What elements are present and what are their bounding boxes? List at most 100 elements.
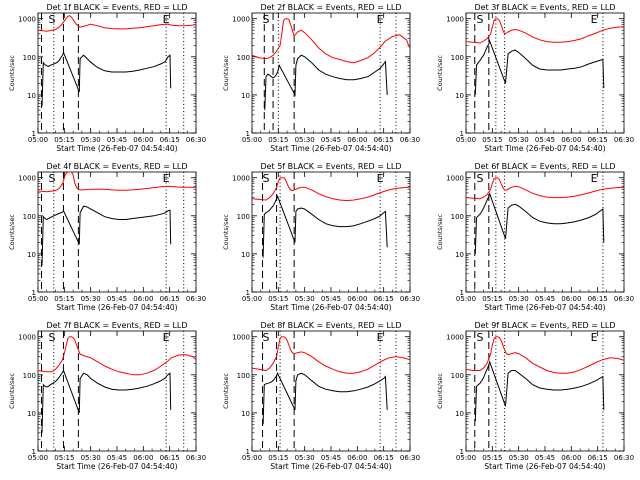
panel-title: Det 8f BLACK = Events, RED = LLD (260, 321, 401, 330)
x-tick-label: 05:00 (242, 136, 262, 144)
y-tick-label: 10 (455, 92, 464, 100)
y-tick-label: 1 (32, 289, 36, 297)
x-tick-label: 05:00 (456, 454, 476, 462)
x-tick-label: 06:30 (614, 136, 634, 144)
y-tick-label: 10 (455, 410, 464, 418)
marker-start-label: S (263, 13, 270, 26)
x-tick-label: 05:45 (107, 136, 127, 144)
panel-4: Det 4f BLACK = Events, RED = LLD 1 10 100 10… (8, 162, 206, 312)
y-tick-label: 10 (27, 410, 36, 418)
marker-end-label: E (591, 172, 598, 185)
x-axis-label: Start Time (26-Feb-07 04:54:40) (56, 303, 177, 312)
y-tick-label: 1 (246, 448, 250, 456)
x-tick-label: 06:30 (400, 295, 420, 303)
panel-5: Det 5f BLACK = Events, RED = LLD 1 10 100 10… (222, 162, 420, 312)
x-tick-label: 05:45 (535, 454, 555, 462)
marker-end-label: E (163, 172, 170, 185)
x-tick-label: 05:45 (321, 136, 341, 144)
x-tick-label: 05:45 (107, 454, 127, 462)
series-group (466, 336, 624, 422)
x-tick-label: 06:00 (561, 136, 581, 144)
marker-end-label: E (163, 331, 170, 344)
series-line-events (41, 369, 172, 433)
x-tick-label: 05:45 (321, 295, 341, 303)
x-tick-label: 05:00 (242, 295, 262, 303)
y-tick-label: 100 (237, 54, 250, 62)
marker-start-label: S (263, 172, 270, 185)
y-axis-label: Counts/sec (8, 214, 16, 250)
y-axis-label: Counts/sec (222, 55, 230, 91)
x-tick-label: 06:00 (347, 295, 367, 303)
x-axis-label: Start Time (26-Feb-07 04:54:40) (270, 144, 391, 153)
x-tick-label: 05:00 (28, 136, 48, 144)
y-tick-label: 1 (32, 130, 36, 138)
x-tick-label: 06:00 (133, 295, 153, 303)
y-tick-label: 100 (23, 54, 36, 62)
y-axis-label: Counts/sec (8, 373, 16, 409)
y-tick-label: 100 (237, 372, 250, 380)
series-line-lld (466, 336, 624, 374)
y-axis-label: Counts/sec (436, 55, 444, 91)
y-tick-label: 1 (246, 289, 250, 297)
series-line-lld (252, 177, 410, 202)
marker-end-label: E (377, 172, 384, 185)
x-axis-label: Start Time (26-Feb-07 04:54:40) (56, 462, 177, 471)
x-axis-label: Start Time (26-Feb-07 04:54:40) (484, 303, 605, 312)
marker-start-label: S (477, 172, 484, 185)
marker-end-label: E (377, 13, 384, 26)
plot-frame (465, 330, 625, 452)
x-tick-label: 05:00 (242, 454, 262, 462)
panel-2: Det 2f BLACK = Events, RED = LLD 1 10 100 10… (222, 3, 420, 153)
marker-start-label: S (477, 331, 484, 344)
series-line-events (474, 39, 605, 95)
x-tick-label: 06:00 (133, 136, 153, 144)
panel-8: Det 8f BLACK = Events, RED = LLD 1 10 100 10… (222, 321, 420, 471)
marker-start-label: S (49, 13, 56, 26)
y-tick-label: 100 (451, 54, 464, 62)
series-line-lld (252, 336, 410, 374)
series-group (38, 336, 196, 433)
x-tick-label: 06:30 (186, 136, 206, 144)
x-tick-label: 05:15 (482, 454, 502, 462)
y-tick-label: 1 (460, 289, 464, 297)
y-tick-label: 1000 (18, 175, 36, 183)
series-line-events (41, 205, 172, 266)
y-tick-label: 1000 (446, 334, 464, 342)
x-tick-label: 06:30 (400, 136, 420, 144)
series-group (252, 336, 410, 425)
y-tick-label: 100 (451, 372, 464, 380)
x-tick-label: 05:00 (28, 454, 48, 462)
y-tick-label: 1000 (446, 175, 464, 183)
y-tick-label: 1 (460, 448, 464, 456)
plot-frame (37, 12, 197, 134)
series-line-lld (466, 18, 624, 44)
marker-start-label: S (263, 331, 270, 344)
marker-end-label: E (591, 13, 598, 26)
x-tick-label: 05:15 (268, 295, 288, 303)
x-tick-label: 06:15 (160, 454, 180, 462)
panel-title: Det 9f BLACK = Events, RED = LLD (474, 321, 615, 330)
x-tick-label: 05:15 (482, 295, 502, 303)
y-tick-label: 10 (241, 410, 250, 418)
x-tick-label: 06:30 (614, 295, 634, 303)
panel-title: Det 7f BLACK = Events, RED = LLD (46, 321, 187, 330)
series-line-events (262, 371, 388, 425)
panel-title: Det 3f BLACK = Events, RED = LLD (474, 3, 615, 12)
y-tick-label: 1000 (232, 175, 250, 183)
panel-title: Det 2f BLACK = Events, RED = LLD (260, 3, 401, 12)
panel-6: Det 6f BLACK = Events, RED = LLD 1 10 100 10… (436, 162, 634, 312)
y-tick-label: 1000 (446, 16, 464, 24)
series-line-lld (38, 336, 196, 376)
series-group (38, 172, 196, 266)
x-tick-label: 05:15 (482, 136, 502, 144)
plot-frame (37, 330, 197, 452)
y-tick-label: 1000 (18, 334, 36, 342)
series-line-events (262, 194, 388, 258)
series-line-events (264, 54, 388, 111)
x-tick-label: 06:15 (374, 295, 394, 303)
marker-start-label: S (49, 331, 56, 344)
x-tick-label: 06:15 (588, 295, 608, 303)
y-tick-label: 100 (23, 372, 36, 380)
series-line-events (474, 192, 605, 254)
